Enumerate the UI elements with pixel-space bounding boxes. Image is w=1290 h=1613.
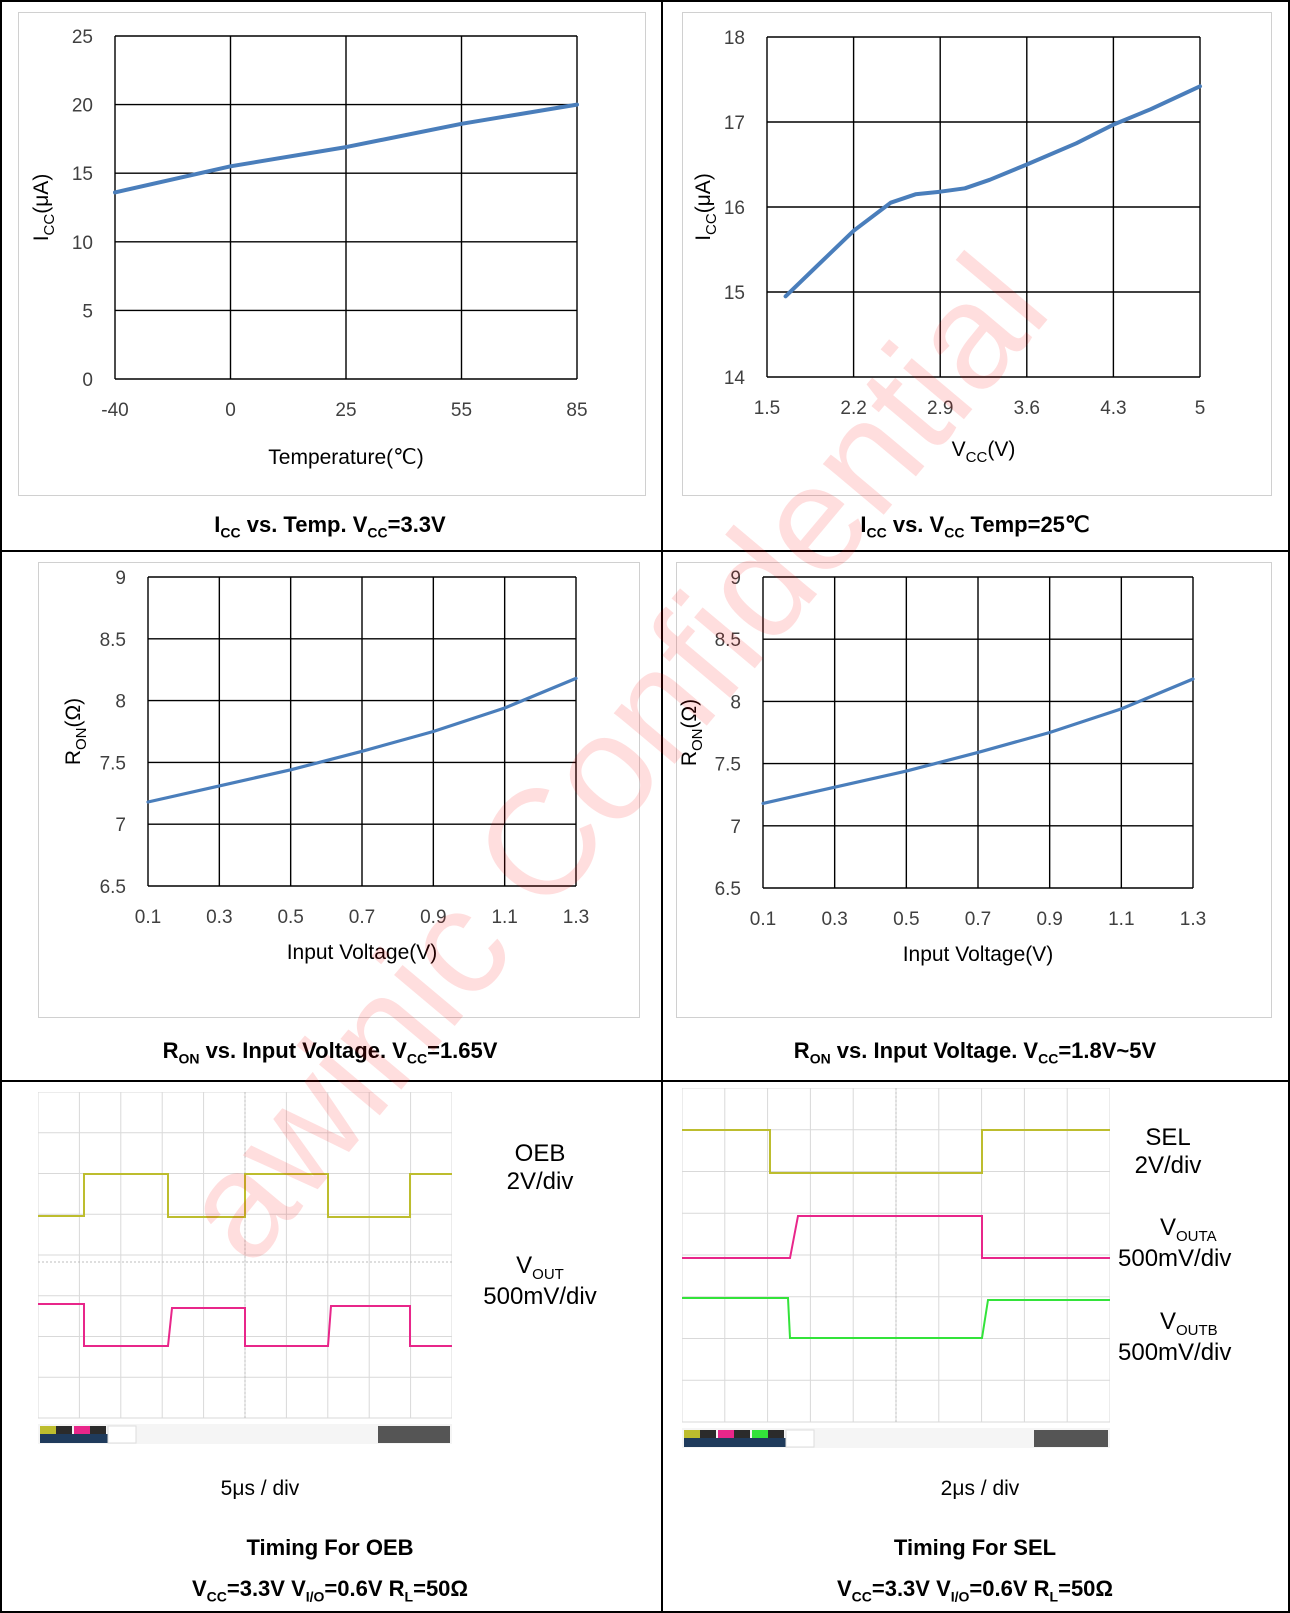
y-tick-label: 8 (730, 692, 741, 713)
y-tick-label: 15 (72, 164, 93, 185)
y-tick-label: 5 (82, 301, 93, 322)
scope-sel-trace-ch1 (682, 1129, 1110, 1174)
series-line (113, 102, 579, 195)
scope-sel-trace-ch2 (682, 1215, 1110, 1259)
chart-frame-icc-vcc (682, 12, 1272, 496)
x-tick-label: 1.1 (1108, 909, 1134, 930)
chart-frame-icc-temp (18, 12, 646, 496)
scope-oeb-trace-ch2 (38, 1303, 452, 1347)
x-tick-label: 0.5 (277, 907, 303, 928)
scope-oeb-title: Timing For OEB (246, 1535, 414, 1560)
scope-sel-ch1-label: SEL 2V/div (1134, 1124, 1202, 1179)
table-border-left (0, 0, 2, 1613)
x-tick-label: 0.7 (349, 907, 375, 928)
scope-sel-screen (682, 1088, 1110, 1448)
y-tick-label: 8 (115, 692, 126, 713)
table-row-divider-2 (0, 1080, 1290, 1082)
series-line (146, 676, 578, 804)
scope-oeb-screen (38, 1092, 452, 1444)
x-tick-label: 0.9 (420, 907, 446, 928)
scope-oeb-ch2-label: VOUT 500mV/div (483, 1252, 597, 1310)
chart-ron-vcc-165: 6.5 7 7.5 8 8.5 9 0.1 0.3 0.5 0.7 0.9 1.1 1.3 RON(Ω) I… (62, 568, 589, 964)
x-tick-label: 4.3 (1100, 398, 1126, 419)
y-tick-label: 8.5 (100, 630, 126, 651)
y-tick-label: 17 (724, 113, 745, 134)
x-tick-label: 2.9 (927, 398, 953, 419)
table-border-right (1288, 0, 1290, 1613)
x-tick-label: 1.1 (491, 907, 517, 928)
x-tick-label: 25 (335, 400, 356, 421)
y-tick-label: 0 (82, 370, 93, 391)
series-line (783, 84, 1202, 299)
y-tick-label: 20 (72, 96, 93, 117)
x-tick-label: 85 (566, 400, 587, 421)
y-tick-label: 7 (730, 817, 741, 838)
x-axis-label: Input Voltage(V) (903, 943, 1054, 966)
x-tick-label: 55 (451, 400, 472, 421)
x-tick-label: 2.2 (840, 398, 866, 419)
caption-ron-18-5: RON vs. Input Voltage. VCC=1.8V~5V (793, 1038, 1157, 1067)
scope-sel-trace-ch3 (682, 1297, 1110, 1339)
chart-frame-ron-18-5 (676, 562, 1272, 1018)
y-tick-label: 7 (115, 815, 126, 836)
x-tick-label: 0 (225, 400, 236, 421)
y-tick-label: 14 (724, 368, 746, 389)
x-tick-label: 3.6 (1014, 398, 1040, 419)
y-tick-label: 7.5 (100, 753, 126, 774)
chart-icc-vs-temp: 0 5 10 15 20 25 -40 0 25 55 85 ICC(μA) Temperature(℃… (30, 27, 588, 469)
x-tick-label: 1.3 (563, 907, 589, 928)
x-axis-label: Input Voltage(V) (287, 941, 438, 964)
x-tick-label: 0.5 (893, 909, 919, 930)
x-axis-label: VCC(V) (952, 438, 1016, 466)
y-axis-label: ICC(μA) (692, 173, 720, 241)
y-tick-label: 16 (724, 198, 745, 219)
x-tick-label: 1.5 (754, 398, 780, 419)
caption-icc-vs-temp: ICC vs. Temp. VCC=3.3V (214, 512, 446, 541)
y-tick-label: 9 (115, 568, 126, 589)
y-tick-label: 15 (724, 283, 745, 304)
chart-ron-vcc-18-5: 6.5 7 7.5 8 8.5 9 0.1 0.3 0.5 0.7 0.9 1.1 1.3 RON(Ω) I… (678, 568, 1206, 966)
y-tick-label: 7.5 (715, 755, 741, 776)
table-row-divider-1 (0, 550, 1290, 552)
x-tick-label: -40 (101, 400, 128, 421)
scope-sel-title: Timing For SEL (893, 1535, 1057, 1560)
x-tick-label: 0.9 (1036, 909, 1062, 930)
scope-oeb-trace-ch1 (38, 1173, 452, 1218)
y-axis-label: ICC(μA) (30, 174, 58, 242)
scope-sel-ch2-label: VOUTA 500mV/div (1118, 1214, 1232, 1272)
y-tick-label: 9 (730, 568, 741, 589)
x-tick-label: 0.1 (135, 907, 161, 928)
y-tick-label: 6.5 (715, 879, 741, 900)
caption-icc-vs-vcc: ICC vs. VCC Temp=25℃ (860, 512, 1090, 541)
x-tick-label: 0.3 (206, 907, 232, 928)
y-tick-label: 6.5 (100, 877, 126, 898)
y-tick-label: 25 (72, 27, 93, 48)
table-border-bottom (0, 1611, 1290, 1613)
x-tick-label: 0.7 (965, 909, 991, 930)
y-tick-label: 8.5 (715, 630, 741, 651)
y-tick-label: 10 (72, 233, 93, 254)
chart-icc-vs-vcc: 14 15 16 17 18 1.5 2.2 2.9 3.6 4.3 5 ICC(μA) VCC(V) (692, 28, 1206, 466)
scope-sel-ch3-label: VOUTB 500mV/div (1118, 1308, 1232, 1366)
y-tick-label: 18 (724, 28, 745, 49)
scope-oeb-status-bar (38, 1424, 452, 1444)
y-axis-label: RON(Ω) (62, 698, 90, 765)
scope-sel-conditions: VCC=3.3V VI/O=0.6V RL=50Ω (836, 1576, 1114, 1605)
table-divider-middle (661, 0, 663, 1613)
x-tick-label: 0.3 (821, 909, 847, 930)
scope-oeb-conditions: VCC=3.3V VI/O=0.6V RL=50Ω (191, 1576, 469, 1605)
x-tick-label: 0.1 (750, 909, 776, 930)
series-line (761, 677, 1195, 805)
caption-ron-165: RON vs. Input Voltage. VCC=1.65V (162, 1038, 498, 1067)
scope-oeb-ch1-label: OEB 2V/div (506, 1140, 574, 1195)
scope-oeb-timebase: 5μs / div (220, 1477, 300, 1500)
chart-frame-ron-165 (38, 562, 640, 1018)
table-border-top (0, 0, 1290, 2)
y-axis-label: RON(Ω) (678, 699, 706, 766)
x-tick-label: 1.3 (1180, 909, 1206, 930)
scope-sel-timebase: 2μs / div (940, 1477, 1020, 1500)
x-tick-label: 5 (1195, 398, 1206, 419)
x-axis-label: Temperature(℃) (268, 446, 423, 469)
